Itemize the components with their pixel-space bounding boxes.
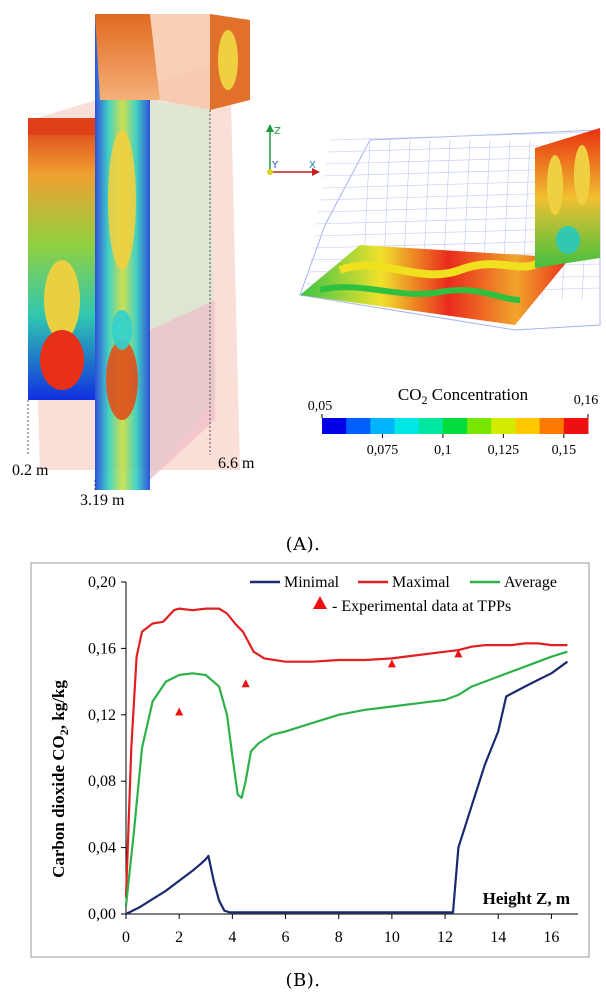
colorbar-tick-label: 0,075 xyxy=(367,443,399,458)
x-tick-label: 2 xyxy=(175,929,183,946)
colorbar-cell xyxy=(346,418,371,434)
y-tick-label: 0,04 xyxy=(88,840,116,857)
colorbar-min-label: 0,05 xyxy=(308,399,333,414)
axis-triad-icon xyxy=(266,124,320,176)
dim-label-0-2m: 0.2 m xyxy=(12,462,49,479)
experimental-point xyxy=(387,659,396,668)
co2-chart: 0 2 4 6 8 10 12 14 16 0,00 0,04 0,08 0,12 0,16 0,20 Ca… xyxy=(30,562,590,958)
legend-average-label: Average xyxy=(504,574,557,591)
colorbar-title: CO2 Concentration xyxy=(398,385,529,407)
x-axis-label: Height Z, m xyxy=(483,889,570,908)
colorbar-cell xyxy=(467,418,492,434)
colorbar-cell xyxy=(442,418,468,434)
furnace-model-left xyxy=(27,14,250,492)
y-tick-label: 0,00 xyxy=(88,906,116,923)
dim-label-6-6m: 6.6 m xyxy=(218,455,255,472)
x-tick-label: 6 xyxy=(282,929,290,946)
x-tick-label: 4 xyxy=(228,929,236,946)
experimental-point xyxy=(454,649,463,658)
x-tick-label: 16 xyxy=(543,929,559,946)
x-tick-label: 8 xyxy=(335,929,343,946)
y-tick-label: 0,08 xyxy=(88,773,116,790)
series-line-minimal xyxy=(125,660,569,915)
chart-frame xyxy=(30,562,590,958)
cfd-visualization: 0.2 m 3.19 m 6.6 m Z Y X CO2 Concentrati… xyxy=(12,14,601,509)
legend-minimal-label: Minimal xyxy=(284,574,340,591)
y-tick-label: 0,12 xyxy=(88,707,116,724)
legend-experimental-marker xyxy=(313,596,327,609)
colorbar-tick-label: 0,1 xyxy=(434,443,452,458)
colorbar-cell xyxy=(563,418,589,434)
colorbar-cell xyxy=(539,418,565,434)
caption-a: (A). xyxy=(285,534,321,555)
y-axis-label: Carbon dioxide CO2, kg/kg xyxy=(49,680,71,878)
axis-y-label: Y xyxy=(271,160,279,171)
axis-z-label: Z xyxy=(274,126,281,137)
colorbar-tick-label: 0,125 xyxy=(488,443,520,458)
colorbar-cell xyxy=(515,418,541,434)
legend-experimental-label: - Experimental data at TPPs xyxy=(332,598,511,615)
colorbar-cell xyxy=(394,418,420,434)
x-tick-label: 14 xyxy=(490,929,506,946)
colorbar-cell xyxy=(418,418,444,434)
colorbar-tick-label: 0,15 xyxy=(552,443,577,458)
legend-maximal-label: Maximal xyxy=(392,574,450,591)
colorbar-cell xyxy=(370,418,396,434)
y-tick-label: 0,20 xyxy=(88,574,116,591)
series-line-average xyxy=(124,650,568,906)
y-tick-label: 0,16 xyxy=(88,640,116,657)
experimental-point xyxy=(175,707,184,716)
x-tick-label: 0 xyxy=(122,929,130,946)
axis-x-label: X xyxy=(309,160,316,171)
series-line-maximal xyxy=(124,607,568,898)
x-tick-label: 12 xyxy=(437,929,453,946)
furnace-model-right xyxy=(299,128,601,331)
colorbar-max-label: 0,16 xyxy=(574,393,599,408)
legend: Minimal Maximal Average - Experimental d… xyxy=(250,574,557,615)
dim-label-3-19m: 3.19 m xyxy=(80,492,125,509)
experimental-point xyxy=(241,679,250,688)
colorbar-cell xyxy=(322,418,347,434)
caption-b: (B). xyxy=(285,970,321,991)
colorbar-cell xyxy=(491,418,516,434)
colorbar: CO2 Concentration 0,05 0,16 0,075 0,1 0,12… xyxy=(308,385,599,458)
x-tick-label: 10 xyxy=(384,929,400,946)
